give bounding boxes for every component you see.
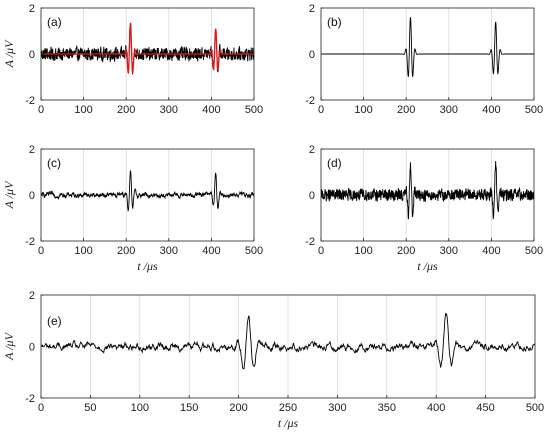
panel-label: (d) (327, 156, 342, 170)
x-tick-label: 500 (245, 245, 263, 257)
x-tick-label: 0 (38, 402, 44, 414)
x-tick-label: 500 (245, 104, 263, 116)
x-tick-label: 400 (202, 104, 220, 116)
x-tick-label: 400 (482, 104, 500, 116)
x-tick-label: 0 (318, 245, 324, 257)
panel-label: (a) (47, 15, 62, 29)
panel-d: 0 100 200 300 400 500-202(d)t /μs (305, 144, 543, 273)
y-tick-label: 0 (29, 342, 35, 354)
y-tick-label: 2 (29, 3, 35, 15)
x-tick-label: 50 (84, 402, 96, 414)
panel-c: 0 100 200 300 400 500-202(c)A /μVt /μs (2, 144, 263, 273)
series-line-1 (41, 312, 535, 370)
y-tick-label: 0 (29, 49, 35, 61)
x-axis-label: t /μs (137, 259, 158, 273)
x-tick-label: 400 (482, 245, 500, 257)
y-axis-label: A /μV (2, 180, 16, 209)
series-line-2 (41, 22, 254, 75)
panel-label: (e) (47, 314, 62, 328)
y-tick-label: -2 (305, 95, 315, 107)
y-tick-label: 2 (309, 144, 315, 156)
x-tick-label: 300 (160, 245, 178, 257)
y-tick-label: 0 (309, 190, 315, 202)
y-axis-label: A /μV (2, 331, 16, 360)
x-tick-label: 100 (74, 245, 92, 257)
x-tick-label: 100 (131, 402, 149, 414)
panel-label: (b) (327, 15, 342, 29)
x-tick-label: 500 (525, 245, 543, 257)
x-tick-label: 200 (397, 245, 415, 257)
series-line-1 (321, 161, 534, 220)
x-tick-label: 500 (525, 104, 543, 116)
y-tick-label: 0 (29, 190, 35, 202)
x-tick-label: 200 (229, 402, 247, 414)
x-tick-label: 0 (318, 104, 324, 116)
x-tick-label: 150 (180, 402, 198, 414)
y-tick-label: 2 (29, 144, 35, 156)
x-tick-label: 100 (354, 245, 372, 257)
x-tick-label: 0 (38, 245, 44, 257)
x-tick-label: 300 (160, 104, 178, 116)
x-tick-label: 100 (74, 104, 92, 116)
panel-e: 0 50 100 150 200 250 300 350 400 450 500-202(e)A /… (2, 290, 544, 430)
x-tick-label: 0 (38, 104, 44, 116)
x-tick-label: 100 (354, 104, 372, 116)
x-tick-label: 200 (117, 245, 135, 257)
y-tick-label: 0 (309, 49, 315, 61)
panel-b: 0 100 200 300 400 500-202(b) (305, 3, 543, 116)
y-tick-label: -2 (25, 393, 35, 405)
x-tick-label: 450 (476, 402, 494, 414)
x-tick-label: 400 (427, 402, 445, 414)
y-tick-label: -2 (305, 236, 315, 248)
x-tick-label: 300 (440, 245, 458, 257)
y-tick-label: -2 (25, 95, 35, 107)
x-tick-label: 300 (440, 104, 458, 116)
y-tick-label: -2 (25, 236, 35, 248)
panel-label: (c) (47, 156, 61, 170)
x-tick-label: 200 (117, 104, 135, 116)
panel-a: 0 100 200 300 400 500-202(a)A /μV (2, 3, 263, 116)
x-tick-label: 350 (378, 402, 396, 414)
y-axis-label: A /μV (2, 39, 16, 68)
y-tick-label: 2 (309, 3, 315, 15)
x-tick-label: 200 (397, 104, 415, 116)
y-tick-label: 2 (29, 290, 35, 302)
x-tick-label: 300 (328, 402, 346, 414)
series-line-1 (41, 170, 254, 212)
x-axis-label: t /μs (417, 259, 438, 273)
x-tick-label: 500 (526, 402, 544, 414)
series-line-1 (321, 17, 534, 78)
x-tick-label: 400 (202, 245, 220, 257)
x-tick-label: 250 (279, 402, 297, 414)
series-line-1 (41, 22, 254, 75)
x-axis-label: t /μs (278, 416, 299, 430)
